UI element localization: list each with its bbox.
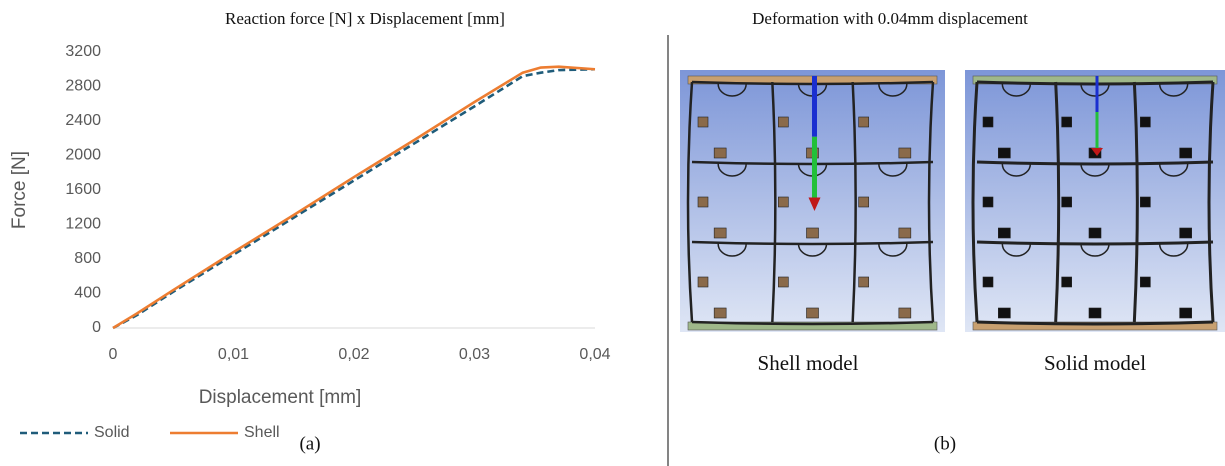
node-block bbox=[714, 148, 726, 158]
node-block bbox=[1062, 197, 1072, 207]
data-line bbox=[113, 69, 595, 328]
node-block bbox=[899, 148, 911, 158]
node-block bbox=[983, 277, 993, 287]
panel-title: Deformation with 0.04mm displacement bbox=[752, 9, 1028, 28]
figure: Reaction force [N] x Displacement [mm] D… bbox=[0, 0, 1225, 466]
panel-label: (b) bbox=[934, 433, 956, 454]
node-block bbox=[998, 308, 1010, 318]
chart-title: Reaction force [N] x Displacement [mm] bbox=[225, 9, 505, 28]
y-axis-label: Force [N] bbox=[9, 151, 30, 229]
x-tick-label: 0,03 bbox=[459, 346, 490, 363]
x-tick-label: 0,02 bbox=[338, 346, 369, 363]
node-block bbox=[1089, 228, 1101, 238]
simulation-image bbox=[680, 70, 945, 332]
node-block bbox=[1062, 277, 1072, 287]
node-block bbox=[1180, 148, 1192, 158]
node-block bbox=[998, 228, 1010, 238]
x-tick-label: 0 bbox=[109, 346, 118, 363]
node-block bbox=[1180, 308, 1192, 318]
y-tick-label: 1200 bbox=[65, 216, 101, 233]
node-block bbox=[778, 197, 788, 207]
node-block bbox=[714, 228, 726, 238]
image-caption: Shell model bbox=[758, 351, 859, 375]
x-tick-label: 0,01 bbox=[218, 346, 249, 363]
node-block bbox=[698, 277, 708, 287]
y-tick-label: 3200 bbox=[65, 43, 101, 60]
node-block bbox=[1140, 117, 1150, 127]
y-tick-label: 800 bbox=[74, 250, 101, 267]
x-axis-label: Displacement [mm] bbox=[199, 387, 362, 408]
node-block bbox=[778, 277, 788, 287]
node-block bbox=[1140, 197, 1150, 207]
node-block bbox=[998, 148, 1010, 158]
simulation-image bbox=[965, 70, 1225, 332]
node-block bbox=[899, 228, 911, 238]
node-block bbox=[983, 117, 993, 127]
legend-label: Shell bbox=[244, 424, 280, 441]
node-block bbox=[983, 197, 993, 207]
node-block bbox=[899, 308, 911, 318]
node-block bbox=[859, 117, 869, 127]
data-line bbox=[113, 67, 595, 328]
y-tick-label: 0 bbox=[92, 319, 101, 336]
panel-label: (a) bbox=[299, 433, 320, 454]
node-block bbox=[859, 277, 869, 287]
x-tick-label: 0,04 bbox=[579, 346, 610, 363]
node-block bbox=[807, 308, 819, 318]
node-block bbox=[698, 197, 708, 207]
node-block bbox=[714, 308, 726, 318]
node-block bbox=[1140, 277, 1150, 287]
legend-label: Solid bbox=[94, 424, 130, 441]
node-block bbox=[807, 228, 819, 238]
node-block bbox=[859, 197, 869, 207]
node-block bbox=[1062, 117, 1072, 127]
node-block bbox=[778, 117, 788, 127]
image-background bbox=[965, 70, 1225, 332]
node-block bbox=[1089, 308, 1101, 318]
node-block bbox=[698, 117, 708, 127]
y-tick-label: 2000 bbox=[65, 147, 101, 164]
y-tick-label: 2400 bbox=[65, 112, 101, 129]
y-tick-label: 1600 bbox=[65, 181, 101, 198]
image-caption: Solid model bbox=[1044, 351, 1146, 375]
node-block bbox=[1180, 228, 1192, 238]
y-tick-label: 400 bbox=[74, 285, 101, 302]
y-tick-label: 2800 bbox=[65, 78, 101, 95]
